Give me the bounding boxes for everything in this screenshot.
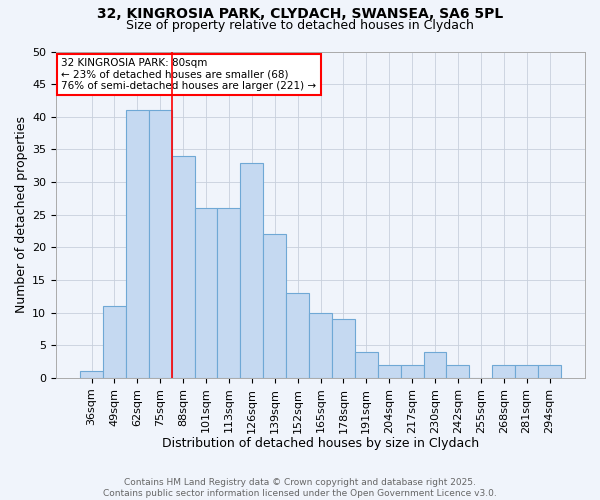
Bar (126, 110, 149, 378)
Bar (424, 352, 446, 378)
Bar (194, 208, 217, 378)
Bar (355, 352, 378, 378)
Bar (538, 365, 561, 378)
Bar (286, 293, 309, 378)
Bar (515, 365, 538, 378)
Bar (309, 312, 332, 378)
Bar (217, 208, 241, 378)
Bar (378, 365, 401, 378)
Bar (80, 372, 103, 378)
Bar (401, 365, 424, 378)
Bar (172, 156, 194, 378)
Bar (149, 110, 172, 378)
Bar (446, 365, 469, 378)
Bar (103, 306, 126, 378)
Text: Size of property relative to detached houses in Clydach: Size of property relative to detached ho… (126, 18, 474, 32)
Bar (263, 234, 286, 378)
Text: 32 KINGROSIA PARK: 80sqm
← 23% of detached houses are smaller (68)
76% of semi-d: 32 KINGROSIA PARK: 80sqm ← 23% of detach… (61, 58, 316, 91)
Text: 32, KINGROSIA PARK, CLYDACH, SWANSEA, SA6 5PL: 32, KINGROSIA PARK, CLYDACH, SWANSEA, SA… (97, 8, 503, 22)
Bar (332, 319, 355, 378)
X-axis label: Distribution of detached houses by size in Clydach: Distribution of detached houses by size … (162, 437, 479, 450)
Text: Contains HM Land Registry data © Crown copyright and database right 2025.
Contai: Contains HM Land Registry data © Crown c… (103, 478, 497, 498)
Bar (492, 365, 515, 378)
Bar (241, 162, 263, 378)
Y-axis label: Number of detached properties: Number of detached properties (15, 116, 28, 313)
